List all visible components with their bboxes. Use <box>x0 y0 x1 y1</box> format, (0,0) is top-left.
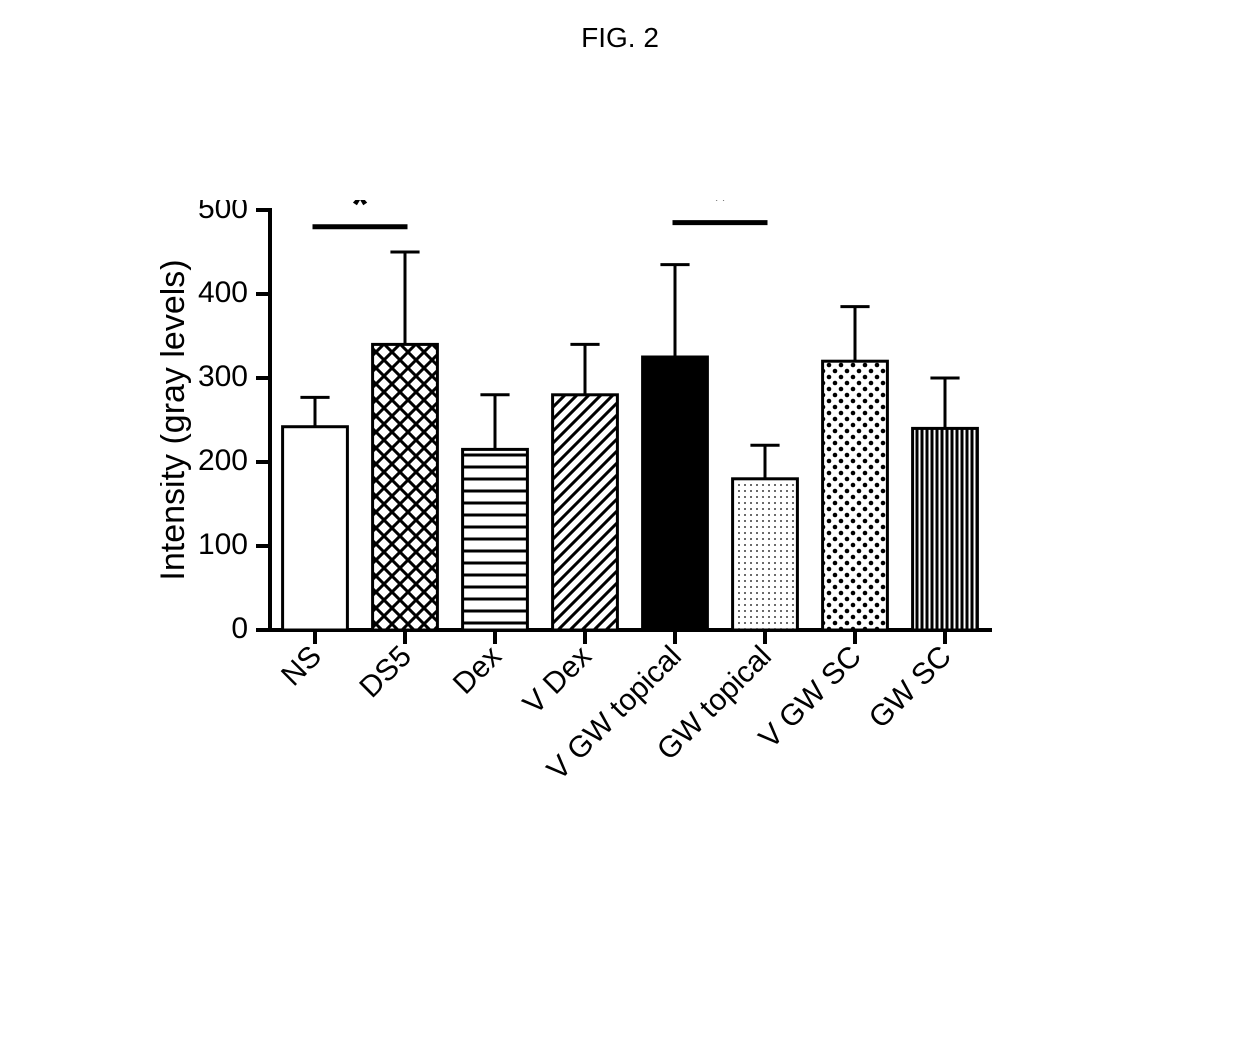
y-tick-label: 500 <box>198 200 248 225</box>
bar <box>283 427 348 630</box>
y-tick-label: 400 <box>198 276 248 309</box>
figure-title: FIG. 2 <box>0 22 1240 54</box>
category-label: GW SC <box>863 640 958 735</box>
y-tick-label: 200 <box>198 444 248 477</box>
bar <box>823 361 888 630</box>
category-label: Dex <box>447 640 508 701</box>
bar <box>463 449 528 630</box>
page: FIG. 2 0 100 200 300 400 500 Intensity (gray l… <box>0 0 1240 1064</box>
y-axis-label: Intensity (gray levels) <box>160 259 192 580</box>
bar <box>913 428 978 630</box>
bar <box>733 479 798 630</box>
bar-chart: 0 100 200 300 400 500 Intensity (gray levels) N… <box>160 200 1040 900</box>
bar <box>373 344 438 630</box>
bar <box>643 357 708 630</box>
chart-svg: 0 100 200 300 400 500 Intensity (gray levels) N… <box>160 200 1040 960</box>
y-tick-label: 100 <box>198 528 248 561</box>
significance-marker: * <box>711 200 729 225</box>
y-tick-label: 0 <box>231 612 248 645</box>
category-label: DS5 <box>353 640 418 705</box>
y-tick-label: 300 <box>198 360 248 393</box>
category-label: V Dex <box>517 640 598 721</box>
bar <box>553 395 618 630</box>
category-label: NS <box>275 640 328 693</box>
significance-marker: * <box>351 200 369 229</box>
